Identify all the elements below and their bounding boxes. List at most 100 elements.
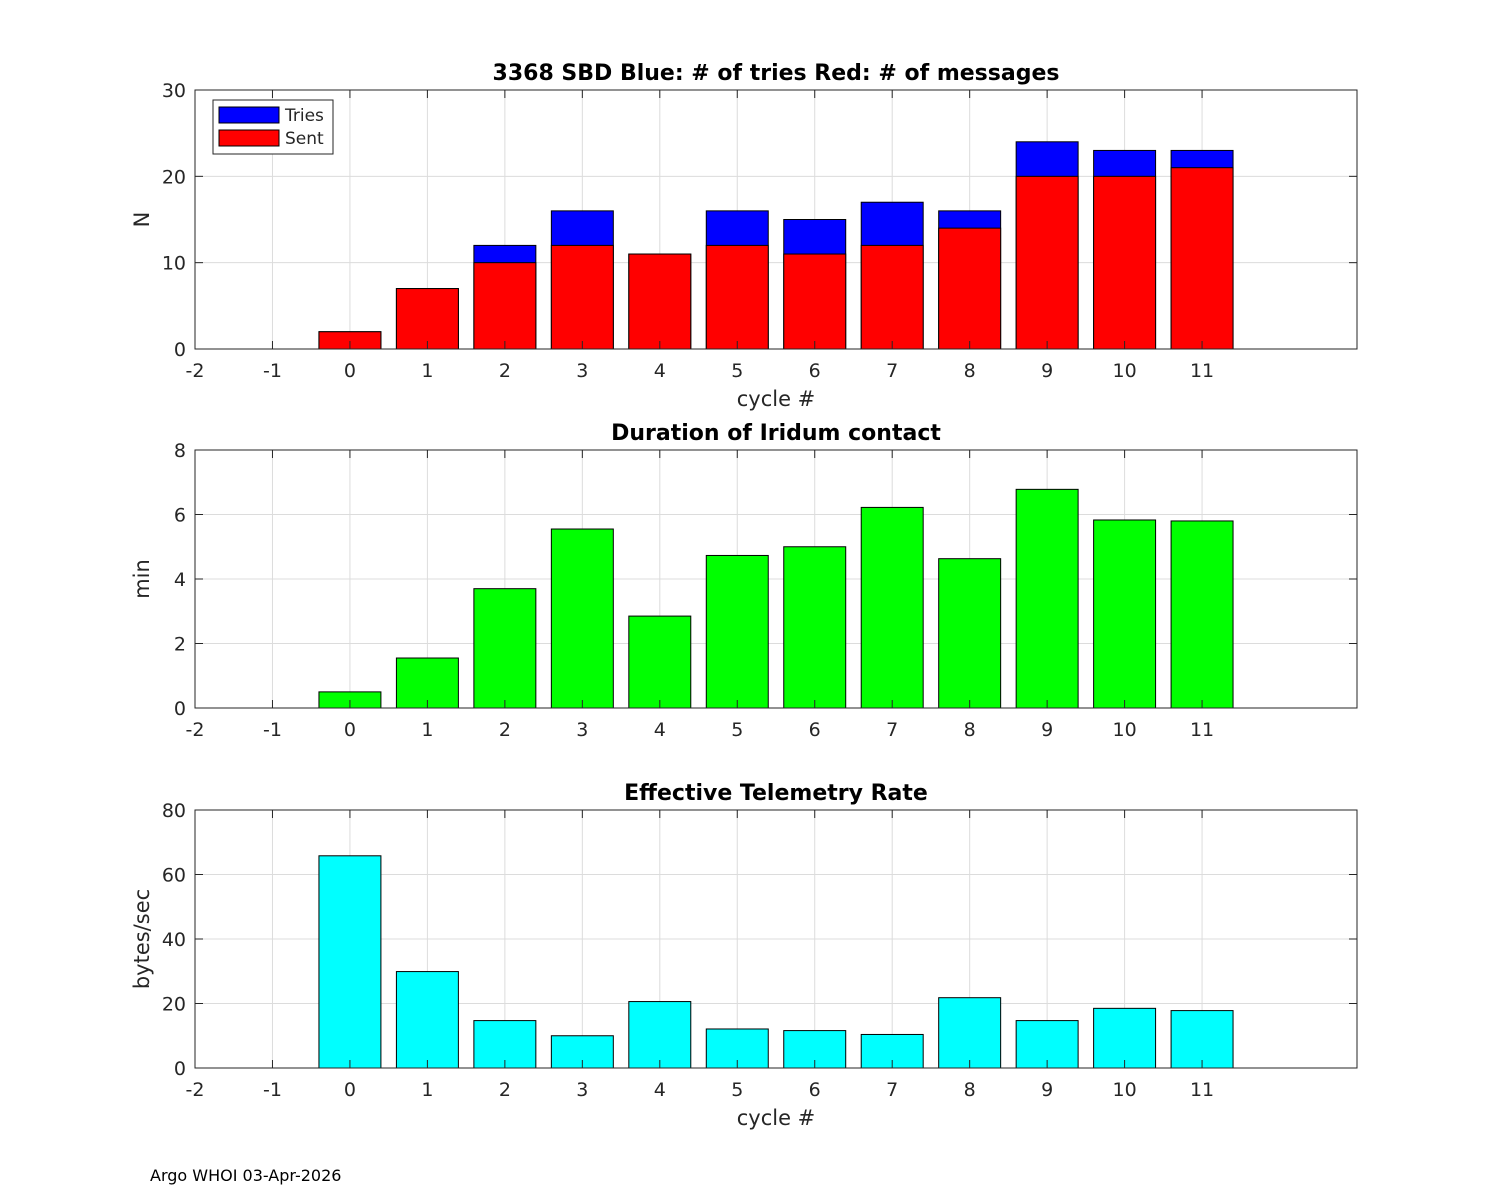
- x-tick-label: 5: [731, 360, 743, 382]
- x-tick-label: 0: [344, 719, 356, 741]
- bar-sent-cycle-9: [1015, 175, 1079, 350]
- y-axis-label: min: [130, 559, 154, 599]
- x-tick-label: 2: [499, 360, 511, 382]
- bar-sent-cycle-5: [705, 244, 769, 350]
- x-tick-label: 7: [886, 360, 898, 382]
- x-tick-label: -2: [186, 719, 205, 741]
- x-tick-label: 4: [654, 1079, 666, 1101]
- bar-sent-cycle-2: [473, 262, 537, 350]
- bar-rate-cycle-1: [395, 971, 459, 1069]
- bar-sent-cycle-3: [550, 244, 614, 350]
- y-tick-label: 40: [162, 929, 186, 951]
- x-tick-label: 0: [344, 360, 356, 382]
- legend-label-sent: Sent: [285, 129, 324, 149]
- chart-panel-3: -2 -1 0 1 2 3 4 5 6 7 8 9 10 11 0 20 40 60 80 Effective Tel…: [130, 781, 1358, 1130]
- y-axis-label: N: [130, 212, 154, 228]
- x-tick-label: 4: [654, 360, 666, 382]
- x-tick-label: 5: [731, 1079, 743, 1101]
- chart-title: Effective Telemetry Rate: [624, 781, 928, 806]
- y-tick-label: 8: [174, 440, 186, 462]
- y-tick-label: 2: [174, 634, 186, 656]
- chart-title: 3368 SBD Blue: # of tries Red: # of mess…: [493, 61, 1060, 86]
- y-tick-label: 10: [162, 253, 186, 275]
- x-tick-label: 9: [1041, 360, 1053, 382]
- x-tick-label: 9: [1041, 719, 1053, 741]
- bar-duration-cycle-10: [1093, 519, 1157, 709]
- x-tick-label: 4: [654, 719, 666, 741]
- bar-duration-cycle-6: [783, 546, 847, 709]
- bar-sent-cycle-1: [395, 288, 459, 350]
- y-tick-label: 60: [162, 865, 186, 887]
- y-tick-label: 0: [174, 698, 186, 720]
- x-tick-label: 0: [344, 1079, 356, 1101]
- bar-duration-cycle-4: [628, 615, 692, 709]
- x-tick-label: 10: [1113, 719, 1137, 741]
- bar-sent-cycle-10: [1093, 175, 1157, 350]
- chart-title: Duration of Iridum contact: [611, 421, 941, 446]
- bar-duration-cycle-5: [705, 554, 769, 709]
- legend-swatch-tries: [218, 106, 280, 124]
- x-tick-label: -2: [186, 1079, 205, 1101]
- bar-duration-cycle-8: [938, 558, 1002, 709]
- x-tick-label: -1: [263, 360, 282, 382]
- x-tick-label: 6: [809, 1079, 821, 1101]
- y-tick-label: 20: [162, 994, 186, 1016]
- plot-area: [195, 90, 1357, 349]
- y-tick-label: 4: [174, 569, 186, 591]
- x-tick-label: 1: [421, 719, 433, 741]
- bar-rate-cycle-0: [318, 855, 382, 1069]
- x-tick-label: -1: [263, 1079, 282, 1101]
- x-tick-label: 1: [421, 1079, 433, 1101]
- chart-panel-2: -2 -1 0 1 2 3 4 5 6 7 8 9 10 11 0 2 4 6 8 Duration of Iridu…: [130, 421, 1358, 741]
- x-tick-label: 3: [576, 360, 588, 382]
- x-tick-label: -1: [263, 719, 282, 741]
- x-tick-label: 7: [886, 1079, 898, 1101]
- y-tick-label: 0: [174, 1058, 186, 1080]
- axes-box: [194, 89, 1358, 350]
- footer-text: Argo WHOI 03-Apr-2026: [150, 1166, 342, 1185]
- y-tick-label: 0: [174, 339, 186, 361]
- x-tick-label: 9: [1041, 1079, 1053, 1101]
- legend-label-tries: Tries: [284, 106, 324, 126]
- bar-sent-cycle-11: [1170, 167, 1234, 350]
- x-tick-label: 10: [1113, 1079, 1137, 1101]
- x-tick-label: 1: [421, 360, 433, 382]
- y-tick-label: 20: [162, 166, 186, 188]
- y-tick-label: 6: [174, 505, 186, 527]
- legend-swatch-sent: [218, 129, 280, 147]
- bar-rate-cycle-10: [1093, 1007, 1157, 1069]
- bar-rate-cycle-8: [938, 997, 1002, 1069]
- x-axis-label: cycle #: [737, 1106, 816, 1130]
- x-tick-label: 6: [809, 719, 821, 741]
- bar-sent-cycle-4: [628, 253, 692, 350]
- x-tick-label: 2: [499, 1079, 511, 1101]
- x-tick-label: 11: [1190, 360, 1214, 382]
- x-tick-label: 7: [886, 719, 898, 741]
- x-tick-label: 10: [1113, 360, 1137, 382]
- bar-sent-cycle-7: [860, 244, 924, 350]
- bar-sent-cycle-6: [783, 253, 847, 350]
- x-tick-label: 11: [1190, 1079, 1214, 1101]
- bar-rate-cycle-4: [628, 1001, 692, 1069]
- bar-duration-cycle-11: [1170, 520, 1234, 709]
- bar-rate-cycle-11: [1170, 1010, 1234, 1069]
- y-axis-label: bytes/sec: [130, 889, 154, 989]
- bar-sent-cycle-8: [938, 227, 1002, 350]
- bar-duration-cycle-3: [550, 528, 614, 709]
- x-tick-label: 3: [576, 1079, 588, 1101]
- x-tick-label: 11: [1190, 719, 1214, 741]
- bar-duration-cycle-2: [473, 588, 537, 709]
- y-tick-label: 80: [162, 800, 186, 822]
- x-tick-label: 8: [964, 1079, 976, 1101]
- x-tick-label: 3: [576, 719, 588, 741]
- legend: Tries Sent: [212, 99, 334, 155]
- bar-duration-cycle-9: [1015, 488, 1079, 709]
- x-axis-label: cycle #: [737, 387, 816, 411]
- x-tick-label: 8: [964, 360, 976, 382]
- bar-duration-cycle-7: [860, 506, 924, 709]
- x-tick-label: 5: [731, 719, 743, 741]
- bar-duration-cycle-1: [395, 657, 459, 709]
- x-tick-label: -2: [186, 360, 205, 382]
- x-tick-label: 6: [809, 360, 821, 382]
